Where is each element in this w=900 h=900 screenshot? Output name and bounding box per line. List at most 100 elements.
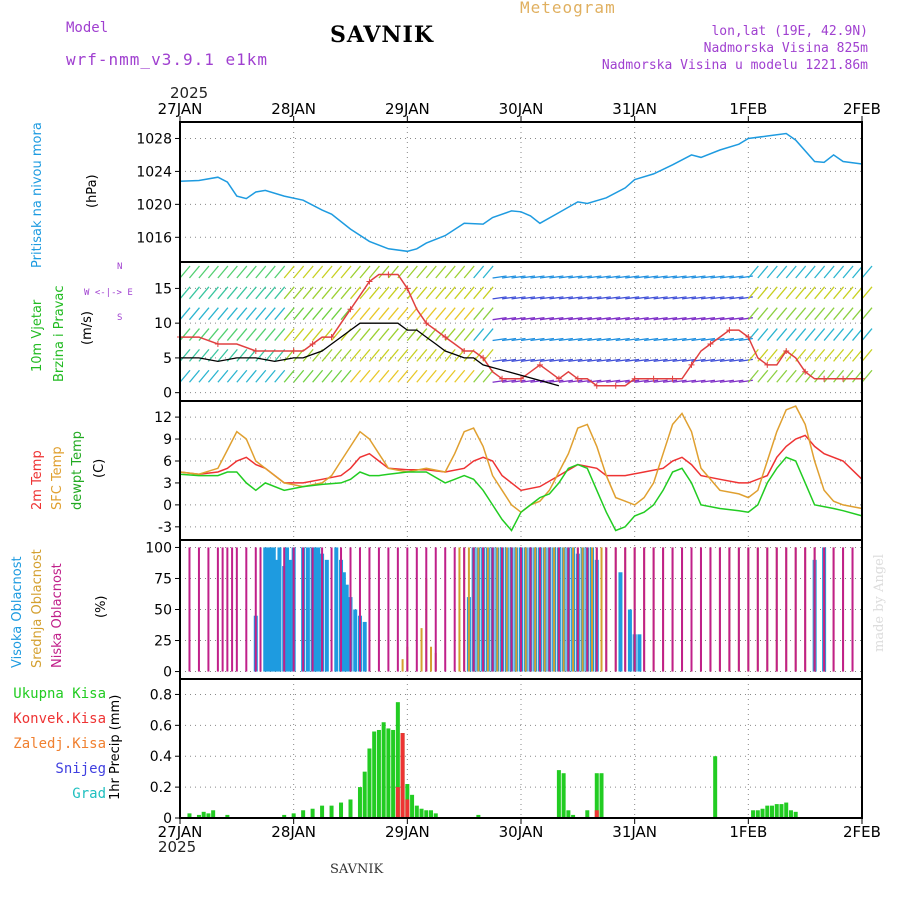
wind-arrow [539,379,555,383]
y-tick-label: 6 [163,454,172,470]
wind-arrow [549,275,564,279]
y-tick-label: 0.4 [150,749,172,765]
wind-arrow [274,328,286,341]
bar-precip_total [779,804,784,818]
gust-marker [612,382,619,389]
bar-precip_total [774,804,779,818]
wind-arrow [302,307,314,321]
wind-arrow [842,265,854,279]
wind-arrow [804,328,816,341]
gust-marker [726,327,733,334]
bar-precip_conv [400,733,405,818]
x-tick-label-bottom: 27JAN [158,823,203,841]
wind-arrow [795,265,807,279]
wind-arrow [350,265,361,279]
wind-arrow [587,379,602,383]
wind-arrow [747,369,759,383]
bar-high_cloud [271,547,276,672]
wind-arrow [747,348,759,362]
bar-precip_total [211,810,216,818]
wind-arrow [444,265,456,279]
wind-arrow [644,296,659,300]
wind-arrow [852,348,864,362]
wind-arrow [435,348,447,362]
wind-arrow [454,307,466,321]
wind-arrow [653,317,668,321]
bar-low_cloud [595,547,598,672]
y-tick-label: 0 [163,386,172,402]
wind-arrow [530,358,545,363]
wind-arrow [463,265,475,279]
x-tick-label-bottom: 31JAN [612,823,657,841]
wind-arrow [539,275,555,279]
wind-arrow [454,369,466,383]
bar-precip_total [381,722,386,818]
wind-arrow [188,265,200,279]
wind-arrow [331,328,343,341]
wind-arrow [425,286,437,300]
wind-arrow [606,379,621,383]
wind-arrow [217,286,229,300]
model-altitude-label: Nadmorska Visina u modelu 1221.86m [601,58,868,73]
wind-arrow [492,317,507,321]
bar-precip_total [362,771,367,818]
bar-low_cloud [302,547,305,672]
bar-low_cloud [231,547,234,672]
gust-marker [290,347,297,354]
wind-arrow [340,286,352,300]
wind-arrow [804,286,816,300]
bar-precip_total [196,814,201,818]
wind-arrow [719,358,735,363]
wind-arrow [568,358,583,363]
bar-low_cloud [747,547,750,672]
bar-low_cloud [259,547,262,672]
wind-arrow [463,286,475,300]
bar-low_cloud [671,547,674,672]
wind-arrow [492,337,507,342]
wind-arrow [387,265,399,279]
wind-arrow [368,348,380,362]
wind-arrow [406,307,418,321]
x-tick-label-bottom: 29JAN [385,823,430,841]
wind-arrow [700,275,716,279]
y-tick-label: 3 [163,476,172,492]
wind-arrow [492,296,507,300]
wind-arrow [861,348,873,362]
bar-low_cloud [406,547,409,672]
wind-arrow [833,286,845,300]
bar-high_cloud [341,572,346,672]
wind-arrow [634,358,649,363]
wind-arrow [501,317,517,321]
wind-arrow [454,286,466,300]
wind-arrow [179,348,191,362]
wind-arrow [577,317,592,321]
bar-low_cloud [235,547,238,672]
wind-arrow [473,286,485,300]
wind-arrow [406,286,418,300]
wind-arrow [283,307,295,321]
bar-precip_conv [395,787,400,818]
wind-arrow [700,337,716,342]
y-tick-label: 1020 [136,197,172,213]
bar-high_cloud [274,559,279,672]
wind-arrow [302,369,314,383]
wind-arrow [757,369,769,383]
wind-arrow [473,369,485,383]
bar-low_cloud [415,547,418,672]
wind-arrow [378,328,390,341]
wind-arrow [473,328,485,341]
wind-arrow [634,337,649,342]
wind-arrow [615,317,630,321]
wind-arrow [833,369,845,383]
gust-marker [631,375,638,382]
wind-arrow [236,369,248,383]
bar-low_cloud [283,547,286,672]
wind-arrow [425,369,437,383]
x-tick-label-top: 27JAN [158,100,203,118]
bar-low_cloud [529,547,532,672]
wind-arrow [331,307,343,321]
wind-arrow [691,379,706,383]
wind-arrow [198,265,210,279]
wind-arrow [482,286,494,300]
wind-arrow [520,379,536,383]
